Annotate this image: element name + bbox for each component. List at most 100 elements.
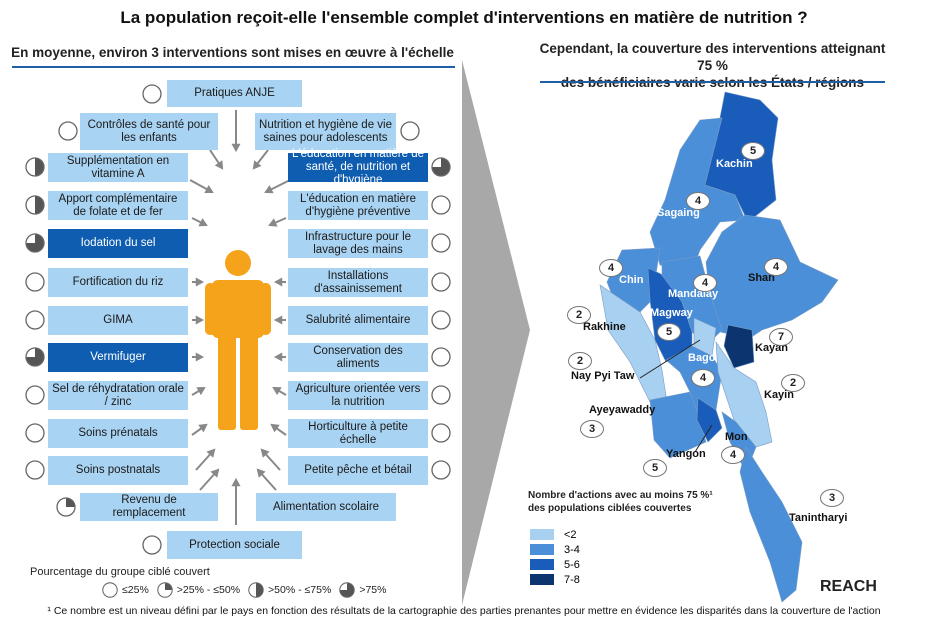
coverage-pie-icon [431, 195, 451, 215]
coverage-legend-item: >25% - ≤50% [155, 580, 240, 600]
arrowhead [204, 184, 214, 194]
intervention-box: Supplémentation en vitamine A [48, 153, 188, 182]
coverage-legend-item: >50% - ≤75% [246, 580, 331, 600]
region-label: Kayin [764, 389, 794, 401]
coverage-pie-icon [431, 385, 451, 405]
right-rule [540, 81, 885, 83]
reach-logo: REACH [820, 578, 877, 595]
coverage-legend-label: >25% - ≤50% [176, 584, 241, 596]
coverage-pie-icon [102, 582, 118, 598]
coverage-pie-icon [25, 157, 45, 177]
leader-line [694, 424, 713, 453]
map-legend-title-line2: des populations ciblées couvertes [528, 503, 692, 514]
map-region-shan [705, 214, 839, 339]
arrowhead [210, 468, 220, 478]
coverage-pie-icon [56, 497, 76, 517]
intervention-box: Contrôles de santé pour les enfants [80, 113, 218, 150]
map-legend-title-line1: Nombre d'actions avec au moins 75 %¹ [528, 490, 713, 501]
arrowhead [198, 423, 208, 433]
legend-swatch [530, 544, 554, 555]
arrowhead [231, 477, 241, 487]
coverage-pie-icon [431, 157, 451, 177]
coverage-legend-label: >50% - ≤75% [268, 584, 332, 596]
coverage-legend-title: Pourcentage du groupe ciblé couvert [30, 566, 210, 578]
region-value-badge: 5 [741, 142, 765, 160]
coverage-pie-icon [248, 582, 264, 598]
coverage-pie-icon [25, 423, 45, 443]
map-legend-title: Nombre d'actions avec au moins 75 %¹ des… [528, 489, 713, 515]
coverage-pie-icon [431, 423, 451, 443]
region-value-badge: 2 [568, 352, 592, 370]
map-region-tanintharyi [739, 446, 803, 603]
coverage-legend-label: ≤25% [122, 584, 149, 596]
region-label: Magway [650, 307, 693, 319]
arrowhead [196, 386, 206, 396]
intervention-box: L'éducation en matière de santé, de nutr… [288, 148, 428, 186]
map-region-kayin [715, 340, 773, 448]
region-label: Yangon [666, 448, 706, 460]
coverage-pie-icon [142, 84, 162, 104]
region-value-badge: 2 [781, 374, 805, 392]
intervention-box: Conservation des aliments [288, 343, 428, 372]
arrowhead [273, 277, 283, 287]
coverage-pie-icon [431, 310, 451, 330]
legend-swatch [530, 574, 554, 585]
coverage-legend: ≤25% >25% - ≤50% >50% - ≤75% >75% [100, 580, 386, 600]
coverage-pie-icon [400, 121, 420, 141]
intervention-box: Soins postnatals [48, 456, 188, 485]
coverage-legend-item: ≤25% [100, 580, 149, 600]
footnote: ¹ Ce nombre est un niveau défini par le … [47, 605, 881, 617]
intervention-box: Installations d'assainissement [288, 268, 428, 297]
map-region-ayeyawaddy [649, 391, 707, 459]
arrowhead [206, 448, 216, 458]
right-subtitle-line1: Cependant, la couverture des interventio… [539, 41, 886, 73]
arrowhead [270, 423, 280, 433]
arrowhead [256, 468, 266, 478]
region-value-badge: 3 [820, 489, 844, 507]
main-title: La population reçoit-elle l'ensemble com… [120, 8, 808, 27]
region-label: Nay Pyi Taw [571, 370, 635, 382]
intervention-box: Protection sociale [167, 531, 302, 559]
map-legend-item: 3-4 [530, 542, 580, 557]
region-value-badge: 7 [769, 328, 793, 346]
legend-label: 3-4 [564, 543, 580, 556]
coverage-pie-icon [25, 195, 45, 215]
legend-label: <2 [564, 528, 577, 541]
arrowhead [198, 218, 208, 227]
arrowhead [195, 352, 205, 362]
arrowhead [214, 160, 224, 170]
coverage-legend-label: >75% [359, 584, 387, 596]
intervention-box: Iodation du sel [48, 229, 188, 258]
intervention-box: Sel de réhydratation orale / zinc [48, 381, 188, 410]
intervention-box: Alimentation scolaire [256, 493, 396, 521]
region-label: Shan [748, 272, 775, 284]
region-label: Kachin [716, 158, 753, 170]
region-value-badge: 5 [657, 323, 681, 341]
coverage-pie-icon [25, 310, 45, 330]
map-legend-item: 5-6 [530, 557, 580, 572]
intervention-box: L'éducation en matière d'hygiène prévent… [288, 191, 428, 220]
region-value-badge: 4 [764, 258, 788, 276]
intervention-box: Apport complémentaire de folate et de fe… [48, 191, 188, 220]
coverage-legend-item: >75% [337, 580, 386, 600]
region-label: Chin [619, 274, 644, 286]
arrowhead [252, 160, 262, 170]
coverage-pie-icon [58, 121, 78, 141]
intervention-box: Nutrition et hygiène de vie saines pour … [255, 113, 396, 150]
arrowhead [273, 352, 283, 362]
coverage-pie-icon [431, 272, 451, 292]
region-value-badge: 4 [721, 446, 745, 464]
region-value-badge: 4 [686, 192, 710, 210]
inward-arrows [189, 110, 291, 525]
region-value-badge: 4 [599, 259, 623, 277]
region-label: Tanintharyi [789, 512, 848, 524]
intervention-box: Vermifuger [48, 343, 188, 372]
arrowhead [264, 185, 274, 194]
coverage-pie-icon [157, 582, 173, 598]
region-label: Mon [725, 431, 748, 443]
coverage-pie-icon [25, 272, 45, 292]
intervention-box: Petite pêche et bétail [288, 456, 428, 485]
intervention-box: Horticulture à petite échelle [288, 419, 428, 448]
map-legend-item: <2 [530, 527, 580, 542]
coverage-pie-icon [431, 233, 451, 253]
